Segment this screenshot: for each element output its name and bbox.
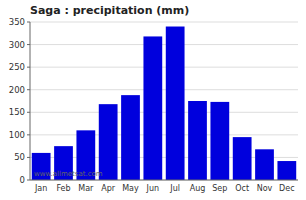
grid-line — [30, 44, 298, 45]
grid-line — [30, 180, 298, 181]
bar — [166, 27, 185, 180]
bar — [121, 95, 140, 180]
x-tick-label: Jan — [34, 184, 47, 193]
grid-line — [30, 89, 298, 90]
y-tick-label: 200 — [9, 85, 25, 95]
grid-line — [30, 112, 298, 113]
y-axis — [30, 22, 31, 180]
bar — [143, 36, 162, 180]
x-tick-label: Nov — [257, 184, 273, 193]
bar — [277, 161, 296, 180]
x-tick-label: Jul — [169, 184, 180, 193]
bar — [233, 137, 252, 180]
x-tick-label: Oct — [235, 184, 249, 193]
x-tick-label: Apr — [101, 184, 116, 193]
x-tick-label: Aug — [190, 184, 206, 193]
bars — [32, 27, 296, 180]
title: Saga : precipitation (mm) — [30, 4, 189, 17]
x-tick-label: Feb — [56, 184, 70, 193]
chart-container: 0 50 100 150 200 250 300 350 Jan Feb Mar Apr May Jun J… — [0, 0, 306, 200]
y-tick-label: 300 — [9, 40, 25, 50]
x-tick-label: May — [122, 184, 139, 193]
y-tick-label: 50 — [14, 152, 25, 162]
y-tick-label: 250 — [9, 62, 25, 72]
bar — [210, 102, 229, 180]
grid-line — [30, 22, 298, 23]
y-tick-label: 350 — [9, 17, 25, 27]
x-axis — [30, 180, 298, 181]
bar — [255, 149, 274, 180]
annotation: www.allmetsat.com — [34, 170, 103, 178]
y-tick-label: 150 — [9, 107, 25, 117]
bar — [188, 101, 207, 180]
bar — [99, 104, 118, 180]
grid-line — [30, 134, 298, 135]
grid-line — [30, 67, 298, 68]
x-tick-label: Sep — [212, 184, 227, 193]
y-tick-label: 100 — [9, 130, 25, 140]
x-tick-label: Jun — [146, 184, 160, 193]
x-tick-label: Dec — [279, 184, 294, 193]
y-tick-label: 0 — [20, 175, 25, 185]
x-tick-label: Mar — [78, 184, 94, 193]
chart: 0 50 100 150 200 250 300 350 Jan Feb Mar Apr May Jun J… — [0, 0, 306, 200]
